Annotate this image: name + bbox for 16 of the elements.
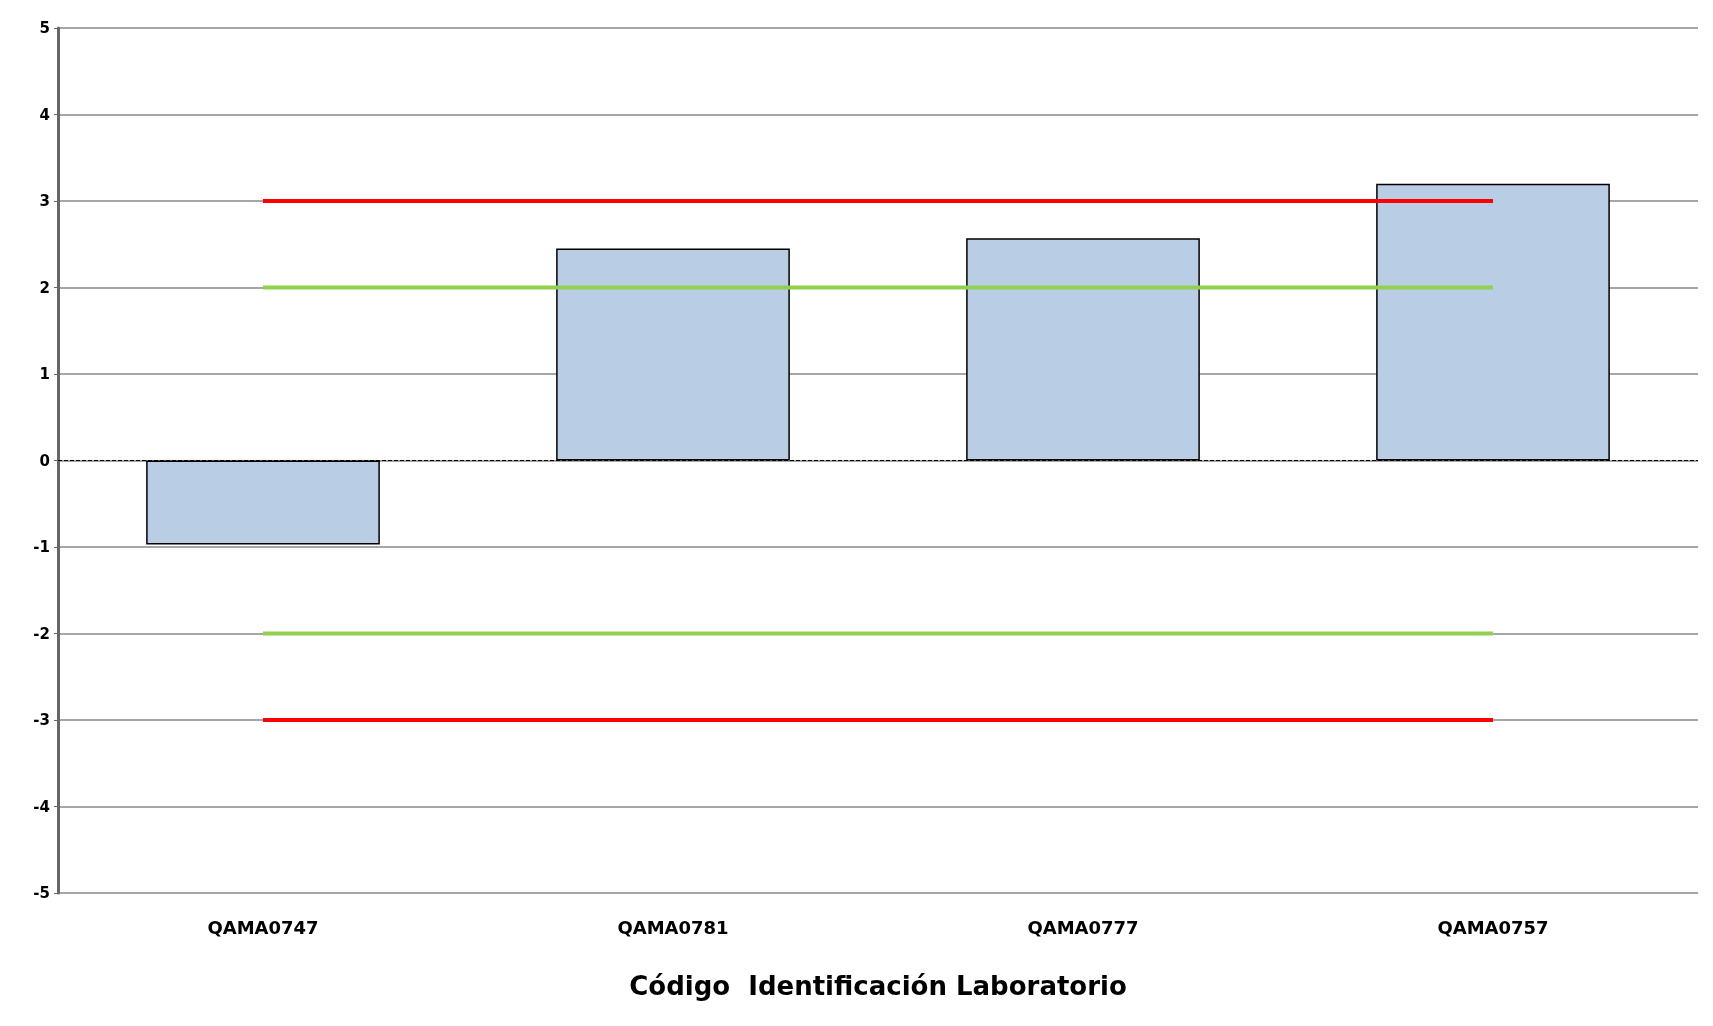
y-tick-label: -3 [33, 711, 50, 729]
y-tick-label: 1 [39, 365, 50, 383]
y-tick-label: -4 [33, 797, 50, 816]
y-tick-label: 4 [39, 105, 50, 124]
x-tick-label: QAMA0747 [207, 916, 319, 938]
y-tick-label: 5 [39, 19, 50, 37]
x-tick-label: QAMA0777 [1027, 916, 1139, 938]
x-axis-title: Código Identificación Laboratorio [629, 971, 1127, 1001]
y-tick-label: 2 [39, 278, 50, 297]
y-tick-label: -1 [33, 538, 50, 556]
x-tick-label: QAMA0757 [1437, 916, 1549, 938]
y-tick-label: -2 [33, 624, 50, 643]
y-tick-label: 0 [39, 451, 50, 470]
y-tick-label: 3 [39, 192, 50, 210]
x-tick-label: QAMA0781 [617, 916, 729, 938]
y-tick-label: -5 [33, 884, 50, 902]
